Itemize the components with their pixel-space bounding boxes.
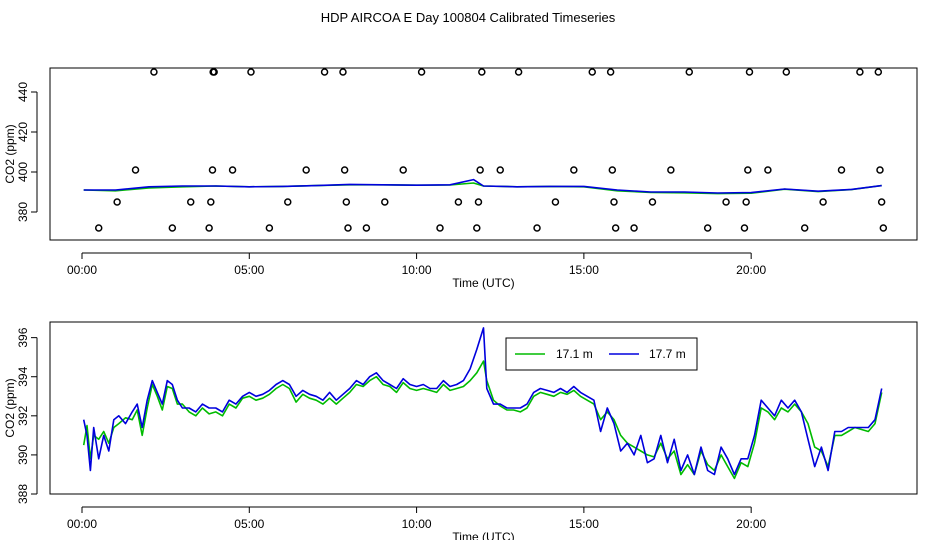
scatter-point: [630, 224, 638, 232]
bottom-panel: 00:00 05:00 10:00 15:00 20:00 Time (UTC) 388 39…: [3, 321, 918, 544]
legend-label: 17.7 m: [649, 347, 686, 361]
legend: 17.1 m 17.7 m: [505, 337, 698, 371]
legend-label: 17.1 m: [556, 347, 593, 361]
y-tick-label: 400: [16, 162, 30, 182]
scatter-point: [207, 198, 215, 206]
y-tick-label: 394: [16, 366, 30, 386]
scatter-point: [210, 68, 218, 76]
x-tick-label: 00:00: [67, 517, 97, 531]
scatter-point: [168, 224, 177, 232]
scatter-point: [551, 198, 560, 206]
scatter-point: [454, 198, 463, 206]
scatter-point: [150, 68, 158, 76]
scatter-point: [764, 166, 772, 174]
scatter-point: [877, 198, 886, 206]
scatter-point: [247, 68, 255, 76]
x-tick-label: 05:00: [234, 517, 264, 531]
scatter-point: [648, 198, 657, 206]
scatter-point: [362, 224, 371, 232]
scatter-point: [608, 166, 617, 174]
x-axis-label: Time (UTC): [452, 276, 514, 290]
y-tick-label: 380: [16, 202, 30, 222]
x-tick-label: 20:00: [736, 517, 766, 531]
scatter-point: [856, 68, 864, 76]
scatter-point: [722, 198, 730, 206]
scatter-point: [399, 166, 407, 174]
plot-frame: [49, 67, 918, 241]
scatter-point: [113, 198, 121, 206]
scatter-point: [611, 224, 620, 232]
scatter-point: [610, 198, 618, 206]
scatter-point: [588, 68, 596, 76]
scatter-point: [228, 166, 237, 174]
scatter-point: [476, 166, 484, 174]
y-tick-label: 396: [16, 327, 30, 347]
x-tick-label: 05:00: [234, 263, 264, 277]
scatter-point: [740, 224, 749, 232]
series-line-blue: [83, 178, 882, 194]
scatter-point: [478, 68, 486, 76]
scatter-point: [819, 198, 827, 206]
scatter-point: [186, 198, 195, 206]
scatter-point: [436, 224, 444, 232]
scatter-point: [570, 166, 578, 174]
series-line-green: [82, 360, 883, 480]
plot-frame: [49, 321, 918, 495]
x-tick-label: 20:00: [736, 263, 766, 277]
scatter-point: [514, 68, 523, 76]
y-tick-label: 390: [16, 445, 30, 465]
x-tick-label: 10:00: [402, 517, 432, 531]
scatter-point: [742, 198, 750, 206]
scatter-point: [837, 166, 846, 174]
scatter-point: [533, 224, 541, 232]
x-axis-label: Time (UTC): [452, 530, 514, 540]
scatter-point: [474, 198, 483, 206]
y-tick-label: 440: [16, 82, 30, 102]
scatter-point: [131, 166, 140, 174]
scatter-point: [744, 166, 752, 174]
scatter-point: [703, 224, 712, 232]
x-tick-label: 15:00: [569, 263, 599, 277]
scatter-point: [344, 224, 352, 232]
scatter-point: [800, 224, 809, 232]
scatter-point: [874, 68, 883, 76]
scatter-point: [496, 166, 504, 174]
scatter-point: [879, 224, 888, 232]
y-tick-label: 420: [16, 122, 30, 142]
scatter-point: [340, 166, 349, 174]
scatter-point: [302, 166, 310, 174]
scatter-point: [284, 198, 292, 206]
scatter-point: [94, 224, 103, 232]
scatter-point: [782, 68, 791, 76]
scatter-point: [667, 166, 675, 174]
scatter-point: [265, 224, 274, 232]
scatter-point: [339, 68, 347, 76]
scatter-point: [417, 68, 426, 76]
scatter-point: [685, 68, 694, 76]
series-line-blue: [82, 327, 883, 476]
y-tick-label: 388: [16, 484, 30, 504]
scatter-point: [745, 68, 754, 76]
scatter-point: [205, 224, 213, 232]
scatter-point: [381, 198, 389, 206]
scatter-point: [342, 198, 351, 206]
x-tick-label: 00:00: [67, 263, 97, 277]
x-tick-label: 15:00: [569, 517, 599, 531]
scatter-point: [320, 68, 329, 76]
y-tick-label: 392: [16, 405, 30, 425]
scatter-point: [876, 166, 884, 174]
y-axis-label: CO2 (ppm): [3, 124, 17, 183]
chart-title: HDP AIRCOA E Day 100804 Calibrated Times…: [321, 10, 616, 25]
top-panel: 00:00 05:00 10:00 15:00 20:00 Time (UTC) 380 40…: [3, 67, 918, 290]
x-tick-label: 10:00: [402, 263, 432, 277]
y-axis-label: CO2 (ppm): [3, 378, 17, 437]
scatter-point: [473, 224, 481, 232]
scatter-point: [606, 68, 615, 76]
scatter-point: [208, 166, 217, 174]
